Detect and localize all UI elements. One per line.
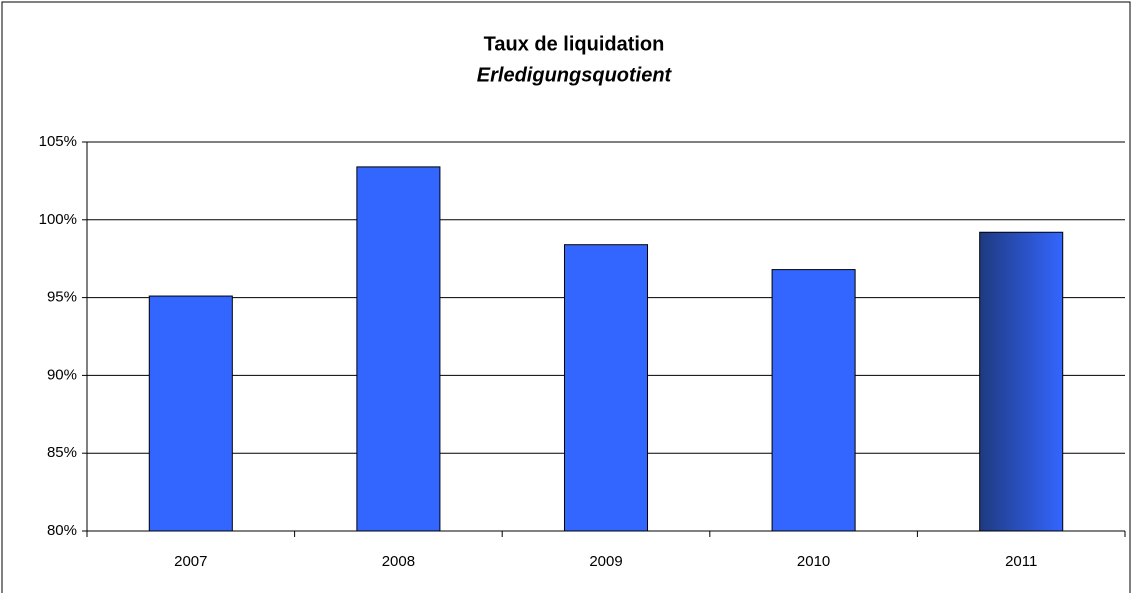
chart-subtitle: Erledigungsquotient [477, 64, 673, 86]
x-tick-label: 2009 [589, 553, 622, 570]
x-tick-label: 2010 [797, 553, 830, 570]
chart-title: Taux de liquidation [484, 33, 665, 55]
bar [979, 231, 1064, 532]
bar [148, 295, 233, 532]
bar [771, 269, 856, 532]
y-tick-label: 80% [47, 522, 77, 539]
y-tick-label: 90% [47, 366, 77, 383]
x-tick-label: 2008 [382, 553, 415, 570]
bar [356, 166, 441, 532]
y-tick-label: 85% [47, 444, 77, 461]
y-tick-label: 100% [39, 211, 77, 228]
x-tick-label: 2007 [174, 553, 207, 570]
y-tick-label: 105% [39, 133, 77, 150]
y-tick-label: 95% [47, 289, 77, 306]
bar [563, 244, 649, 532]
x-tick-label: 2011 [1005, 553, 1037, 570]
